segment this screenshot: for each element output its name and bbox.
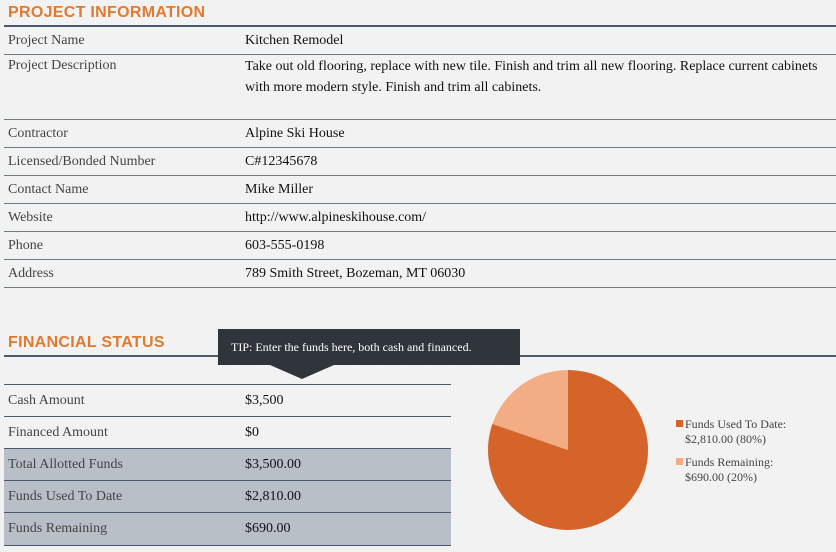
financed-amount-value[interactable]: $0: [245, 425, 259, 440]
cash-amount-value[interactable]: $3,500: [245, 393, 284, 408]
financed-amount-row[interactable]: Financed Amount $0: [4, 417, 451, 449]
legend-label-funds-remaining: Funds Remaining:: [685, 455, 774, 469]
pie-slice-funds-remaining: [492, 370, 568, 450]
legend-value-funds-used: $2,810.00 (80%): [685, 432, 766, 446]
contractor-value[interactable]: Alpine Ski House: [245, 126, 345, 141]
phone-label: Phone: [8, 238, 43, 253]
financed-amount-label: Financed Amount: [8, 425, 108, 440]
legend-item-funds-used: Funds Used To Date: $2,810.00 (80%): [676, 417, 786, 447]
contact-name-value[interactable]: Mike Miller: [245, 182, 314, 197]
address-value[interactable]: 789 Smith Street, Bozeman, MT 06030: [245, 266, 466, 281]
funds-remaining-label: Funds Remaining: [8, 521, 108, 536]
row-divider: [4, 119, 836, 120]
row-divider: [4, 259, 836, 260]
legend-label-funds-used: Funds Used To Date:: [685, 417, 787, 431]
row-divider: [4, 203, 836, 204]
phone-value[interactable]: 603-555-0198: [245, 238, 325, 253]
license-label: Licensed/Bonded Number: [8, 154, 156, 169]
project-title-divider: [4, 25, 836, 27]
total-funds-value: $3,500.00: [245, 457, 301, 472]
row-divider: [4, 480, 451, 481]
funds-used-row: Funds Used To Date $2,810.00: [4, 481, 451, 513]
row-divider: [4, 147, 836, 148]
cash-amount-label: Cash Amount: [8, 393, 85, 408]
address-label: Address: [8, 266, 54, 281]
funds-used-label: Funds Used To Date: [8, 489, 123, 504]
website-value[interactable]: http://www.alpineskihouse.com/: [245, 210, 427, 225]
total-funds-row: Total Allotted Funds $3,500.00: [4, 449, 451, 481]
row-divider: [4, 54, 836, 55]
row-divider: [4, 231, 836, 232]
row-divider: [4, 448, 451, 449]
row-divider: [4, 416, 451, 417]
funds-used-value: $2,810.00: [245, 489, 301, 504]
legend-item-funds-remaining: Funds Remaining: $690.00 (20%): [676, 455, 773, 485]
contractor-label: Contractor: [8, 126, 68, 141]
funds-remaining-value: $690.00: [245, 521, 291, 536]
legend-value-funds-remaining: $690.00 (20%): [685, 470, 757, 484]
row-divider: [4, 384, 451, 385]
project-description-label: Project Description: [8, 58, 117, 73]
website-label: Website: [8, 210, 53, 225]
project-name-value[interactable]: Kitchen Remodel: [245, 33, 344, 48]
row-divider: [4, 545, 451, 546]
legend-swatch-funds-remaining: [676, 458, 683, 465]
tip-tooltip: TIP: Enter the funds here, both cash and…: [218, 329, 520, 365]
row-divider: [4, 512, 451, 513]
project-section-title: PROJECT INFORMATION: [8, 4, 206, 21]
project-description-value[interactable]: Take out old flooring, replace with new …: [245, 59, 818, 95]
row-divider: [4, 287, 836, 288]
total-funds-label: Total Allotted Funds: [8, 457, 123, 472]
contact-name-label: Contact Name: [8, 182, 89, 197]
funds-pie-chart: [488, 370, 648, 530]
row-divider: [4, 175, 836, 176]
license-value[interactable]: C#12345678: [245, 154, 318, 169]
legend-swatch-funds-used: [676, 420, 683, 427]
funds-remaining-row: Funds Remaining $690.00: [4, 513, 451, 545]
project-name-label: Project Name: [8, 33, 85, 48]
financial-section-title: FINANCIAL STATUS: [8, 334, 165, 351]
cash-amount-row[interactable]: Cash Amount $3,500: [4, 385, 451, 417]
tip-arrow: [270, 365, 334, 379]
